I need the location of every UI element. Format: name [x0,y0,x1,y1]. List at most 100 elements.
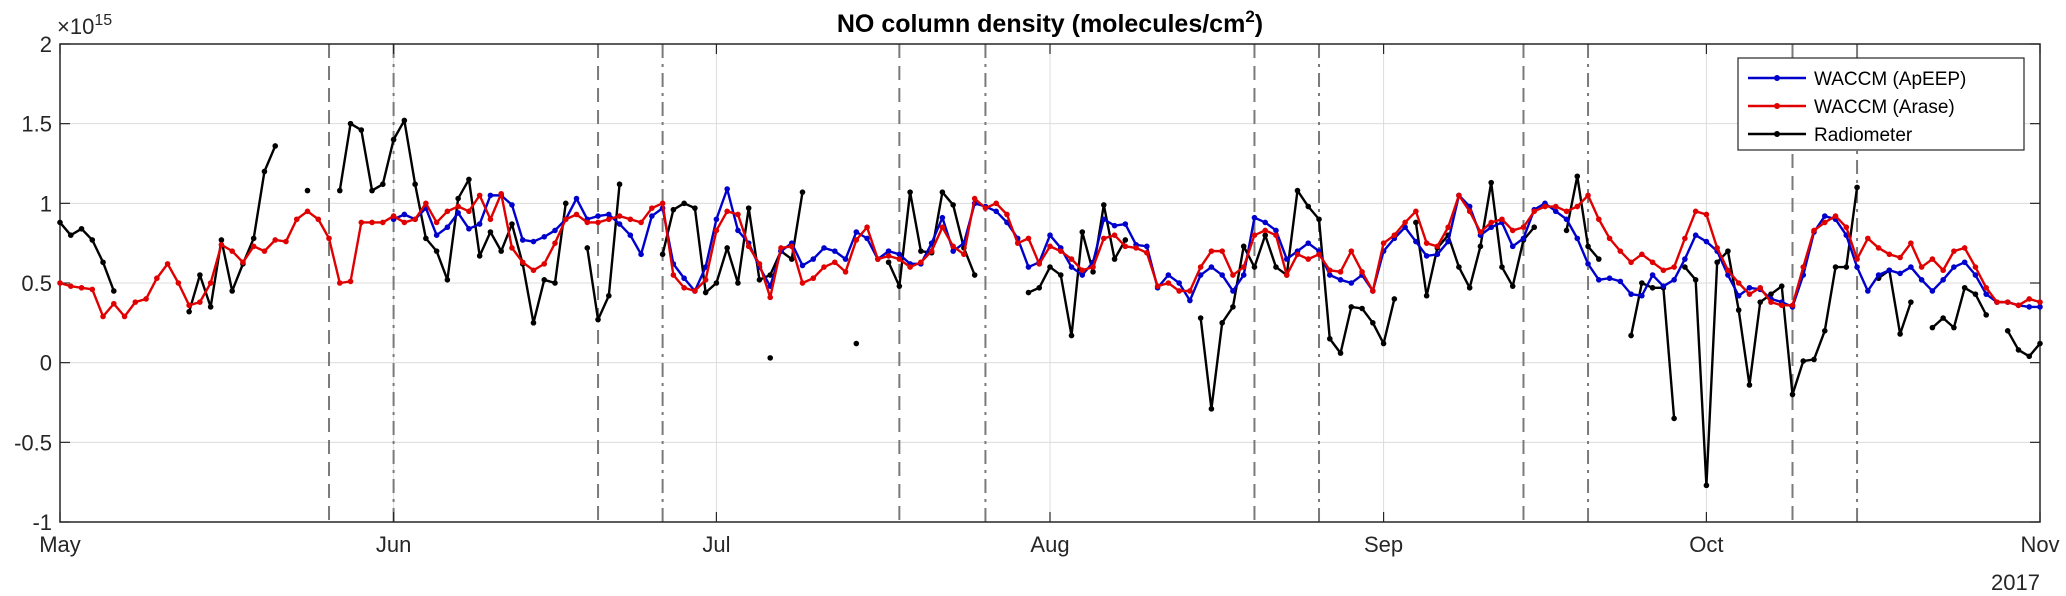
data-point [1165,272,1172,278]
data-point [2026,353,2033,360]
data-point [831,259,838,266]
data-point [1144,243,1150,250]
data-point [1800,264,1807,270]
y-tick-label: -0.5 [14,430,52,455]
data-point [1606,235,1613,242]
data-point [1423,240,1430,246]
data-point [1596,277,1602,283]
data-point [1283,256,1290,262]
data-point [1940,315,1946,321]
y-tick-label: 0 [40,351,52,376]
data-point [1628,291,1634,297]
y-tick-label: -1 [32,510,52,535]
data-point [562,200,569,207]
data-point [100,313,106,320]
data-point [455,195,461,202]
data-point [842,269,849,275]
data-point [1531,224,1538,231]
data-point [1219,248,1225,254]
data-point [1240,272,1247,278]
data-point [1628,259,1634,266]
data-point [573,195,580,202]
data-point [713,216,720,223]
data-point [552,227,558,234]
data-point [670,272,677,278]
x-tick-label: Sep [1364,532,1403,557]
data-point [1036,284,1043,291]
series-line [887,190,976,288]
data-point [649,205,655,211]
data-point [1983,312,1989,318]
data-point [918,248,924,254]
data-point [1617,248,1624,254]
axis-ticks: May Jun Jul Aug Sep Oct Nov -1 -0.5 0 0.5 1 1.5 2 [14,32,2059,557]
data-point [1886,267,1893,274]
data-point [821,264,827,270]
data-point [1466,284,1473,291]
data-point [1908,240,1914,246]
data-point [616,213,623,219]
data-point [541,233,548,240]
data-point [1735,280,1742,286]
data-point [261,248,268,254]
data-point [1897,270,1903,277]
data-point [1692,232,1699,238]
data-point [1057,248,1064,254]
data-point [767,294,774,301]
data-point [1402,219,1408,226]
data-point [358,219,365,226]
data-point [519,259,526,266]
x-tick-label: Jun [376,532,411,557]
data-point [476,221,483,227]
data-point [1574,203,1581,210]
data-point [401,117,408,124]
data-point [541,277,548,283]
data-point [1434,243,1441,250]
data-point [1682,256,1688,262]
data-point [1273,264,1279,270]
y-tick-label: 0.5 [21,271,52,296]
data-point [509,202,515,208]
data-point [207,304,214,310]
data-point [1068,264,1075,270]
data-point [928,240,935,246]
data-point [1585,243,1591,250]
data-point [939,224,946,231]
data-point [2037,340,2043,347]
data-point [1951,324,1957,331]
data-point [1047,264,1053,270]
data-point [336,280,343,286]
data-point [1434,251,1441,258]
data-point [928,248,935,254]
data-point [1639,280,1645,286]
data-point [1660,283,1667,289]
data-point [304,187,311,194]
data-point [1111,222,1118,229]
data-point [1154,283,1161,289]
data-point [1671,264,1677,270]
data-point [1606,275,1613,282]
data-point [250,243,257,250]
series-waccm-apeep [390,186,2043,310]
data-point [1703,482,1710,489]
data-point [1165,280,1172,286]
data-point [1273,232,1279,238]
data-point [1316,251,1322,258]
data-point [433,248,440,254]
data-point [1413,238,1419,245]
data-point [1004,211,1010,218]
data-point [89,286,96,293]
series-waccm-arase [57,190,2043,320]
data-point [1649,284,1656,291]
data-point [1649,272,1656,278]
series-line [1565,175,1600,260]
data-point [1391,232,1398,238]
data-point [853,229,860,235]
data-point [1940,277,1946,283]
data-point [1380,240,1387,246]
data-point [1197,272,1204,278]
data-point [1111,232,1118,238]
data-point [1348,248,1355,254]
data-point [380,181,386,188]
data-point [2015,302,2022,309]
